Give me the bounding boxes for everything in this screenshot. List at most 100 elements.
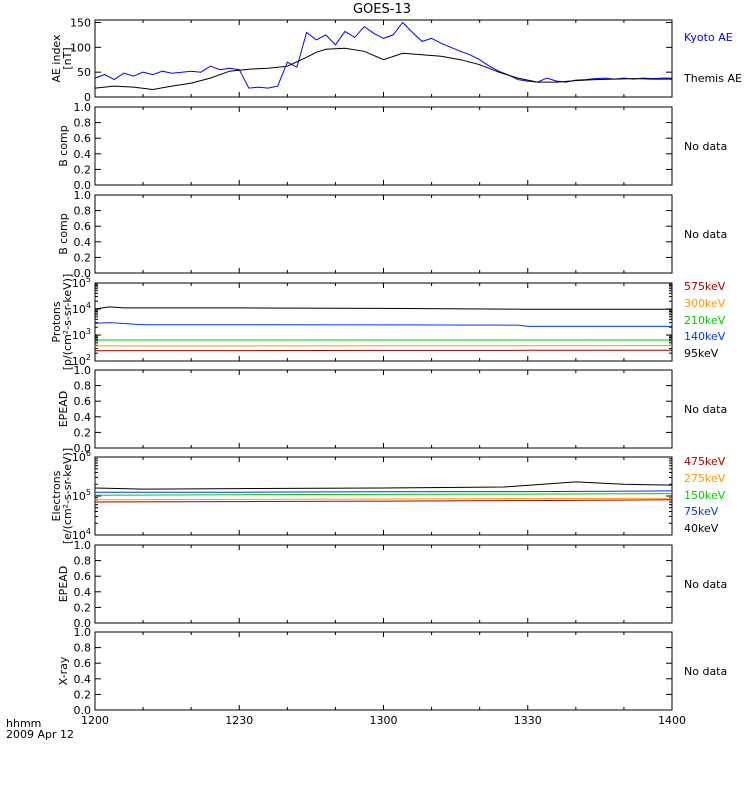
y-tick-label: 105 — [72, 275, 91, 290]
series-line-275kev — [94, 497, 673, 501]
y-tick-label: 0.8 — [74, 380, 92, 393]
series-line-40kev — [94, 481, 673, 490]
panels: 0 50 100 150 AE index[nT] Kyoto AE Themis AE 0.… — [50, 16, 742, 727]
y-tick-label: 0.8 — [74, 555, 92, 568]
y-tick-label: 0.2 — [74, 688, 92, 701]
y-tick-label: 105 — [72, 488, 91, 503]
y-axis-label: EPEAD — [57, 391, 70, 428]
y-tick-label: 0.0 — [74, 442, 92, 455]
figure-title: GOES-13 — [353, 2, 411, 17]
legend-entry: 140keV — [684, 330, 726, 343]
series-line-themis-ae — [94, 47, 672, 91]
y-tick-label: 0.0 — [74, 179, 92, 192]
series-line-475kev — [94, 499, 673, 503]
legend-entry: 475keV — [684, 455, 726, 468]
legend-entry: 210keV — [684, 314, 726, 327]
panel-epead2: 0.0 0.2 0.4 0.6 0.8 1.0 EPEAD No data — [57, 539, 727, 630]
legend-entry: 40keV — [684, 522, 719, 535]
y-tick-label: 0.2 — [74, 251, 92, 264]
y-axis-label: X-ray — [57, 656, 70, 685]
legend-entry: 75keV — [684, 505, 719, 518]
y-tick-label: 0.6 — [74, 220, 92, 233]
y-tick-label: 0.0 — [74, 267, 92, 280]
y-tick-label: 0.8 — [74, 205, 92, 218]
y-tick-label: 0.4 — [74, 236, 92, 249]
panel-frame — [94, 194, 673, 274]
y-tick-label: 0.2 — [74, 601, 92, 614]
no-data-label: No data — [684, 228, 727, 241]
y-tick-label: 0.0 — [74, 617, 92, 630]
panel-ae: 0 50 100 150 AE index[nT] Kyoto AE Themis AE — [50, 16, 742, 104]
y-tick-label: 1.0 — [74, 626, 92, 639]
no-data-label: No data — [684, 578, 727, 591]
y-tick-label: 0.6 — [74, 132, 92, 145]
y-tick-label: 103 — [72, 327, 91, 342]
y-tick-label: 1.0 — [74, 364, 92, 377]
panel-frame — [94, 544, 673, 624]
legend-entry: 95keV — [684, 347, 719, 360]
x-tick-label: 1400 — [658, 714, 686, 727]
series-line-75kev — [95, 490, 673, 493]
y-tick-label: 1.0 — [74, 101, 92, 114]
y-tick-label: 0.6 — [74, 657, 92, 670]
legend-entry: 575keV — [684, 280, 726, 293]
panel-b1: 0.0 0.2 0.4 0.6 0.8 1.0 B comp No data — [57, 101, 727, 192]
series-line-95kev — [94, 306, 672, 310]
series-line-kyoto-ae — [94, 21, 672, 89]
y-tick-label: 150 — [70, 16, 91, 29]
x-unit-label: hhmm — [6, 717, 41, 730]
y-tick-label: 0.4 — [74, 586, 92, 599]
y-tick-label: 106 — [72, 449, 91, 464]
x-tick-label: 1230 — [225, 714, 253, 727]
y-tick-label: 0.0 — [74, 704, 92, 717]
y-tick-label: 104 — [72, 301, 91, 316]
y-axis-label: [p/(cm²-s-sr-keV)] — [61, 274, 74, 371]
y-axis-label: B comp — [57, 213, 70, 255]
legend-entry: 300keV — [684, 297, 726, 310]
y-tick-label: 0.4 — [74, 148, 92, 161]
y-tick-label: 50 — [77, 66, 91, 79]
x-tick-label: 1200 — [81, 714, 109, 727]
panel-frame — [94, 631, 673, 711]
y-tick-label: 100 — [70, 41, 91, 54]
y-tick-label: 1.0 — [74, 539, 92, 552]
panel-frame — [94, 456, 673, 536]
y-tick-label: 0.4 — [74, 673, 92, 686]
legend-entry: 150keV — [684, 489, 726, 502]
panel-epead1: 0.0 0.2 0.4 0.6 0.8 1.0 EPEAD No data — [57, 364, 727, 455]
y-axis-label: [nT] — [61, 47, 74, 69]
y-tick-label: 0.6 — [74, 395, 92, 408]
y-axis-label: AE index — [50, 34, 63, 83]
legend-entry: 275keV — [684, 472, 726, 485]
no-data-label: No data — [684, 403, 727, 416]
panel-frame — [94, 282, 673, 362]
series-line-150kev — [94, 493, 673, 496]
no-data-label: No data — [684, 140, 727, 153]
panel-b2: 0.0 0.2 0.4 0.6 0.8 1.0 B comp No data — [57, 189, 727, 280]
y-tick-label: 0.2 — [74, 426, 92, 439]
x-tick-label: 1330 — [514, 714, 542, 727]
y-tick-label: 0.2 — [74, 163, 92, 176]
y-tick-label: 0.8 — [74, 117, 92, 130]
y-tick-label: 0.6 — [74, 570, 92, 583]
legend-entry: Kyoto AE — [684, 31, 733, 44]
y-axis-label: Electrons — [50, 470, 63, 521]
y-axis-label: [e/(cm²-s-sr-keV)] — [61, 448, 74, 544]
x-date-label: 2009 Apr 12 — [6, 728, 74, 741]
y-axis-label: Protons — [50, 301, 63, 342]
panel-frame — [94, 19, 673, 98]
y-tick-label: 1.0 — [74, 189, 92, 202]
y-tick-label: 0 — [84, 91, 91, 104]
y-tick-label: 0.4 — [74, 411, 92, 424]
no-data-label: No data — [684, 665, 727, 678]
legend-entry: Themis AE — [683, 72, 742, 85]
panel-frame — [94, 369, 673, 449]
panel-xray: 1200 1230 1300 1330 1400 0.0 0.2 0.4 0.6 0.8 1.0 X-… — [57, 626, 727, 727]
y-tick-label: 0.8 — [74, 642, 92, 655]
y-axis-label: B comp — [57, 125, 70, 167]
x-tick-label: 1300 — [370, 714, 398, 727]
series-line-140kev — [94, 322, 672, 327]
